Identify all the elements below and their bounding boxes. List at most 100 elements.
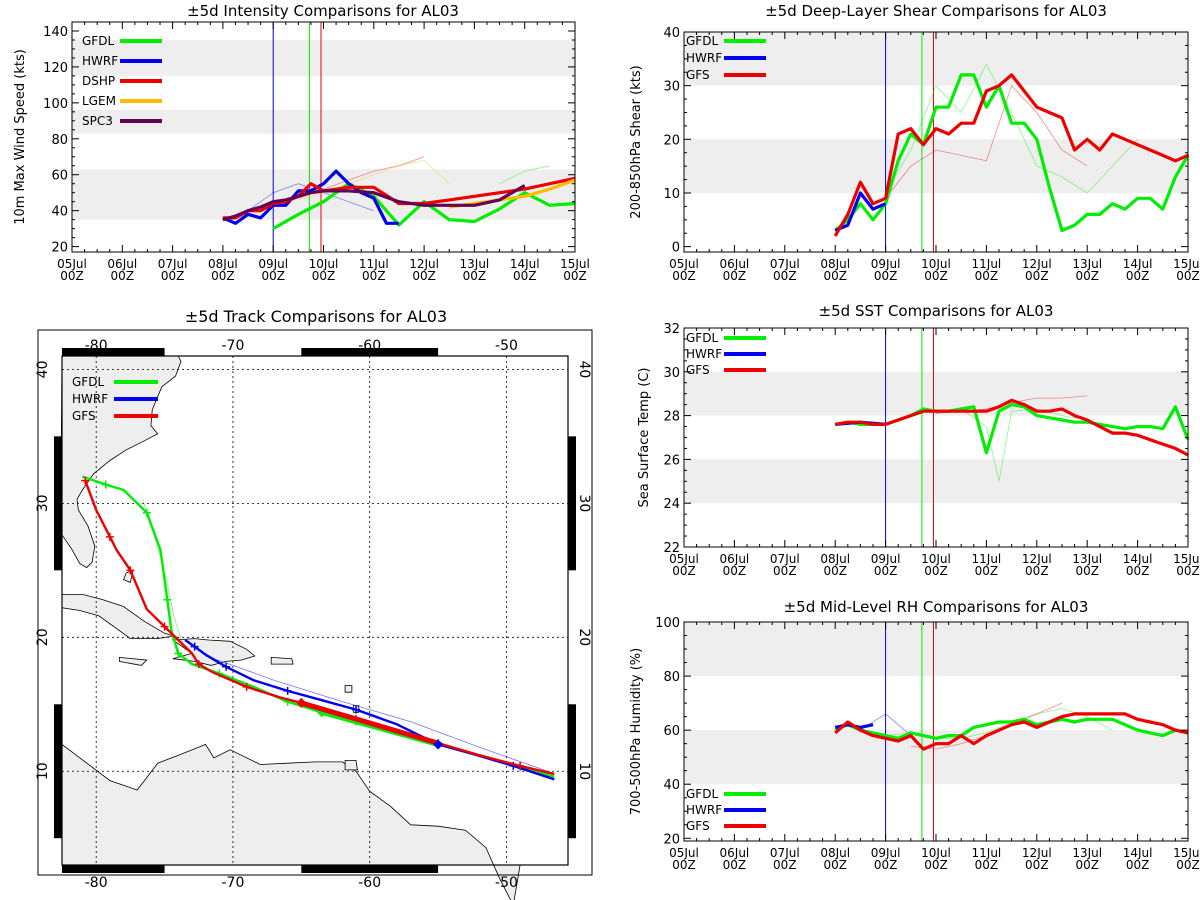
x-tick-label-hour: 00Z bbox=[1075, 564, 1099, 578]
legend-label-dshp: DSHP bbox=[82, 74, 115, 88]
series-line-dshp bbox=[222, 176, 576, 220]
y-axis-label: 200-850hPa Shear (kts) bbox=[629, 65, 644, 218]
x-tick-label-hour: 00Z bbox=[672, 564, 696, 578]
land-trinidad bbox=[344, 760, 358, 771]
track-marker bbox=[190, 642, 199, 651]
series-line-gfs bbox=[834, 712, 1189, 751]
x-tick-label-date: 12Jul bbox=[1022, 257, 1052, 271]
track-marker bbox=[81, 476, 90, 485]
x-tick-label-hour: 00Z bbox=[975, 269, 999, 283]
x-tick-label-hour: 00Z bbox=[563, 269, 587, 283]
legend-label-gfdl: GFDL bbox=[686, 331, 718, 345]
y-tick-label: 40 bbox=[663, 778, 680, 793]
map-lon-label: -80 bbox=[85, 875, 108, 891]
x-tick-label-date: 14Jul bbox=[1123, 846, 1153, 860]
y-tick-label: 30 bbox=[663, 366, 680, 381]
x-tick-label-hour: 00Z bbox=[823, 858, 847, 872]
x-tick-label-date: 09Jul bbox=[871, 552, 901, 566]
map-lon-label: -60 bbox=[358, 875, 381, 891]
x-tick-label-date: 07Jul bbox=[770, 846, 800, 860]
land-north-america bbox=[60, 355, 182, 569]
track-marker bbox=[160, 622, 169, 631]
track-marker bbox=[242, 682, 251, 691]
series-line-gfdl bbox=[834, 717, 1189, 740]
x-tick-label-hour: 00Z bbox=[924, 269, 948, 283]
y-tick-label: 80 bbox=[663, 670, 680, 685]
x-tick-label-date: 14Jul bbox=[1123, 552, 1153, 566]
land-guadeloupe bbox=[344, 685, 353, 693]
map-lat-label: 20 bbox=[35, 628, 51, 646]
x-tick-label-hour: 00Z bbox=[463, 269, 487, 283]
series-line-thin-gfdl-prev bbox=[960, 408, 1088, 482]
map-lon-label: -60 bbox=[358, 338, 381, 354]
chart-shear: 01020304005Jul00Z06Jul00Z07Jul00Z08Jul00… bbox=[629, 2, 1200, 283]
x-tick-label-date: 15Jul bbox=[560, 257, 590, 271]
track-marker bbox=[126, 566, 135, 575]
x-tick-label-date: 05Jul bbox=[669, 846, 699, 860]
y-tick-label: 10 bbox=[663, 187, 680, 202]
y-tick-label: 60 bbox=[51, 169, 68, 184]
map-lon-label: -50 bbox=[495, 338, 518, 354]
x-tick-label-date: 11Jul bbox=[972, 257, 1002, 271]
x-tick-label-date: 08Jul bbox=[820, 257, 850, 271]
y-tick-label: 0 bbox=[672, 241, 680, 256]
y-tick-label: 32 bbox=[663, 322, 680, 337]
chart-title: ±5d Intensity Comparisons for AL03 bbox=[187, 2, 459, 20]
x-tick-label-hour: 00Z bbox=[874, 564, 898, 578]
track-current-marker bbox=[433, 739, 444, 750]
chart-title: ±5d Mid-Level RH Comparisons for AL03 bbox=[784, 598, 1089, 616]
shade-band bbox=[684, 139, 1188, 193]
y-tick-label: 26 bbox=[663, 453, 680, 468]
y-tick-label: 60 bbox=[663, 724, 680, 739]
series-line-thin-hwrf-prev bbox=[247, 183, 374, 212]
chart-title: ±5d Track Comparisons for AL03 bbox=[185, 307, 447, 326]
x-tick-label-hour: 00Z bbox=[874, 858, 898, 872]
x-tick-label-date: 12Jul bbox=[409, 257, 439, 271]
legend-label-gfdl: GFDL bbox=[686, 34, 718, 48]
x-tick-label-hour: 00Z bbox=[211, 269, 235, 283]
y-tick-label: 40 bbox=[663, 26, 680, 41]
y-tick-label: 100 bbox=[655, 616, 680, 631]
x-tick-label-hour: 00Z bbox=[672, 269, 696, 283]
x-tick-label-hour: 00Z bbox=[874, 269, 898, 283]
x-tick-label-hour: 00Z bbox=[1025, 564, 1049, 578]
x-tick-label-hour: 00Z bbox=[1126, 858, 1150, 872]
legend-label-gfs: GFS bbox=[686, 819, 710, 833]
x-tick-label-date: 11Jul bbox=[359, 257, 389, 271]
x-tick-label-hour: 00Z bbox=[672, 858, 696, 872]
land-jamaica bbox=[119, 656, 148, 666]
y-tick-label: 100 bbox=[43, 97, 68, 112]
x-tick-label-hour: 00Z bbox=[161, 269, 185, 283]
x-tick-label-hour: 00Z bbox=[823, 269, 847, 283]
x-tick-label-hour: 00Z bbox=[1176, 564, 1200, 578]
x-tick-label-date: 13Jul bbox=[460, 257, 490, 271]
map-lon-label: -70 bbox=[222, 338, 245, 354]
x-tick-label-date: 14Jul bbox=[510, 257, 540, 271]
series-line-thin-gfs-prev bbox=[885, 84, 1088, 199]
x-tick-label-hour: 00Z bbox=[1025, 858, 1049, 872]
x-tick-label-hour: 00Z bbox=[723, 858, 747, 872]
legend-label-hwrf: HWRF bbox=[686, 803, 722, 817]
legend-label-lgem: LGEM bbox=[82, 94, 116, 108]
map-lat-label: 40 bbox=[35, 360, 51, 378]
x-tick-label-hour: 00Z bbox=[823, 564, 847, 578]
legend-label-gfs: GFS bbox=[686, 363, 710, 377]
series-line-thin-gfdl-prev bbox=[499, 165, 550, 185]
y-tick-label: 40 bbox=[51, 205, 68, 220]
track-marker bbox=[101, 480, 110, 489]
x-tick-label-date: 07Jul bbox=[770, 552, 800, 566]
track-marker bbox=[194, 660, 203, 669]
map-border-bar bbox=[301, 865, 439, 873]
map-border-bar bbox=[62, 348, 165, 356]
shade-band bbox=[72, 39, 575, 76]
x-tick-label-hour: 00Z bbox=[1075, 269, 1099, 283]
chart-title: ±5d Deep-Layer Shear Comparisons for AL0… bbox=[765, 2, 1107, 20]
legend-label-gfs: GFS bbox=[686, 68, 710, 82]
shade-band bbox=[72, 110, 575, 134]
map-lat-label: 20 bbox=[576, 628, 592, 646]
x-tick-label-date: 11Jul bbox=[972, 846, 1002, 860]
chart-rh: 2040608010005Jul00Z06Jul00Z07Jul00Z08Jul… bbox=[629, 598, 1200, 872]
x-tick-label-hour: 00Z bbox=[773, 858, 797, 872]
x-tick-label-hour: 00Z bbox=[362, 269, 386, 283]
